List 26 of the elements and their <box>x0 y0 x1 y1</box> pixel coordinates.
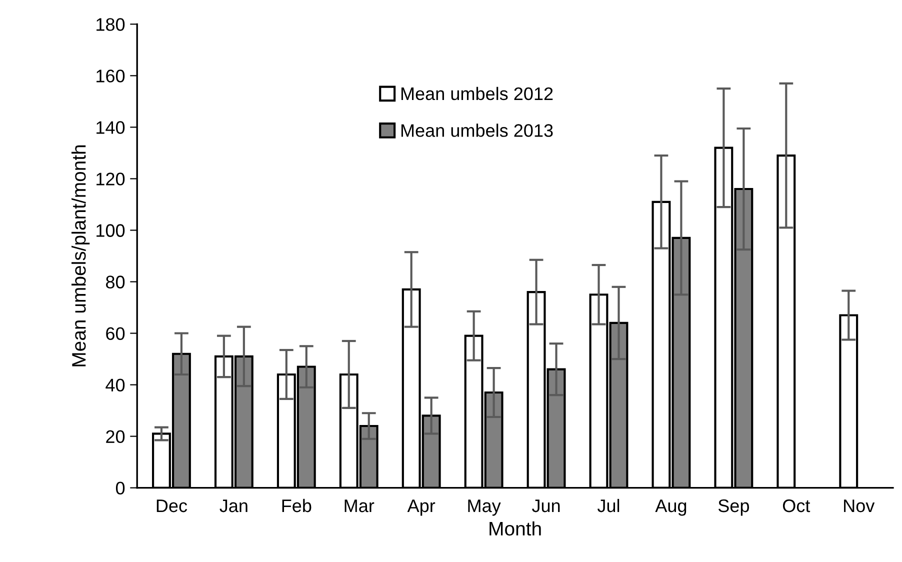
legend-label: Mean umbels 2012 <box>401 86 553 100</box>
x-tick-label: Nov <box>844 500 875 512</box>
x-tick-label: Sep <box>718 499 749 516</box>
x-tick-label: Jun <box>532 500 560 512</box>
x-tick-label: Feb <box>282 498 312 512</box>
x-tick-label: Apr <box>407 500 436 516</box>
x-tick-label: Dec <box>156 500 188 512</box>
y-tick-label: 40 <box>106 378 125 392</box>
y-axis-title: Mean umbels/plant/month <box>71 145 90 366</box>
x-tick-label: Mar <box>344 500 374 512</box>
y-tick-label: 100 <box>96 224 125 237</box>
y-tick-label: 180 <box>96 18 125 31</box>
x-tick-label: Oct <box>782 499 810 512</box>
x-tick-label: May <box>468 500 501 516</box>
x-tick-label: Jul <box>597 498 620 512</box>
y-tick-label: 80 <box>106 276 125 288</box>
y-tick-label: 0 <box>116 482 125 495</box>
y-tick-label: 20 <box>106 430 125 444</box>
y-tick-label: 140 <box>96 121 125 134</box>
x-tick-label: Jan <box>220 500 248 512</box>
y-tick-label: 60 <box>106 327 125 340</box>
x-tick-label: Aug <box>655 500 686 516</box>
x-axis-title: Month <box>490 521 541 536</box>
y-tick-label: 160 <box>96 70 125 82</box>
y-tick-label: 120 <box>96 172 125 186</box>
legend-label: Mean umbels 2013 <box>401 124 553 137</box>
